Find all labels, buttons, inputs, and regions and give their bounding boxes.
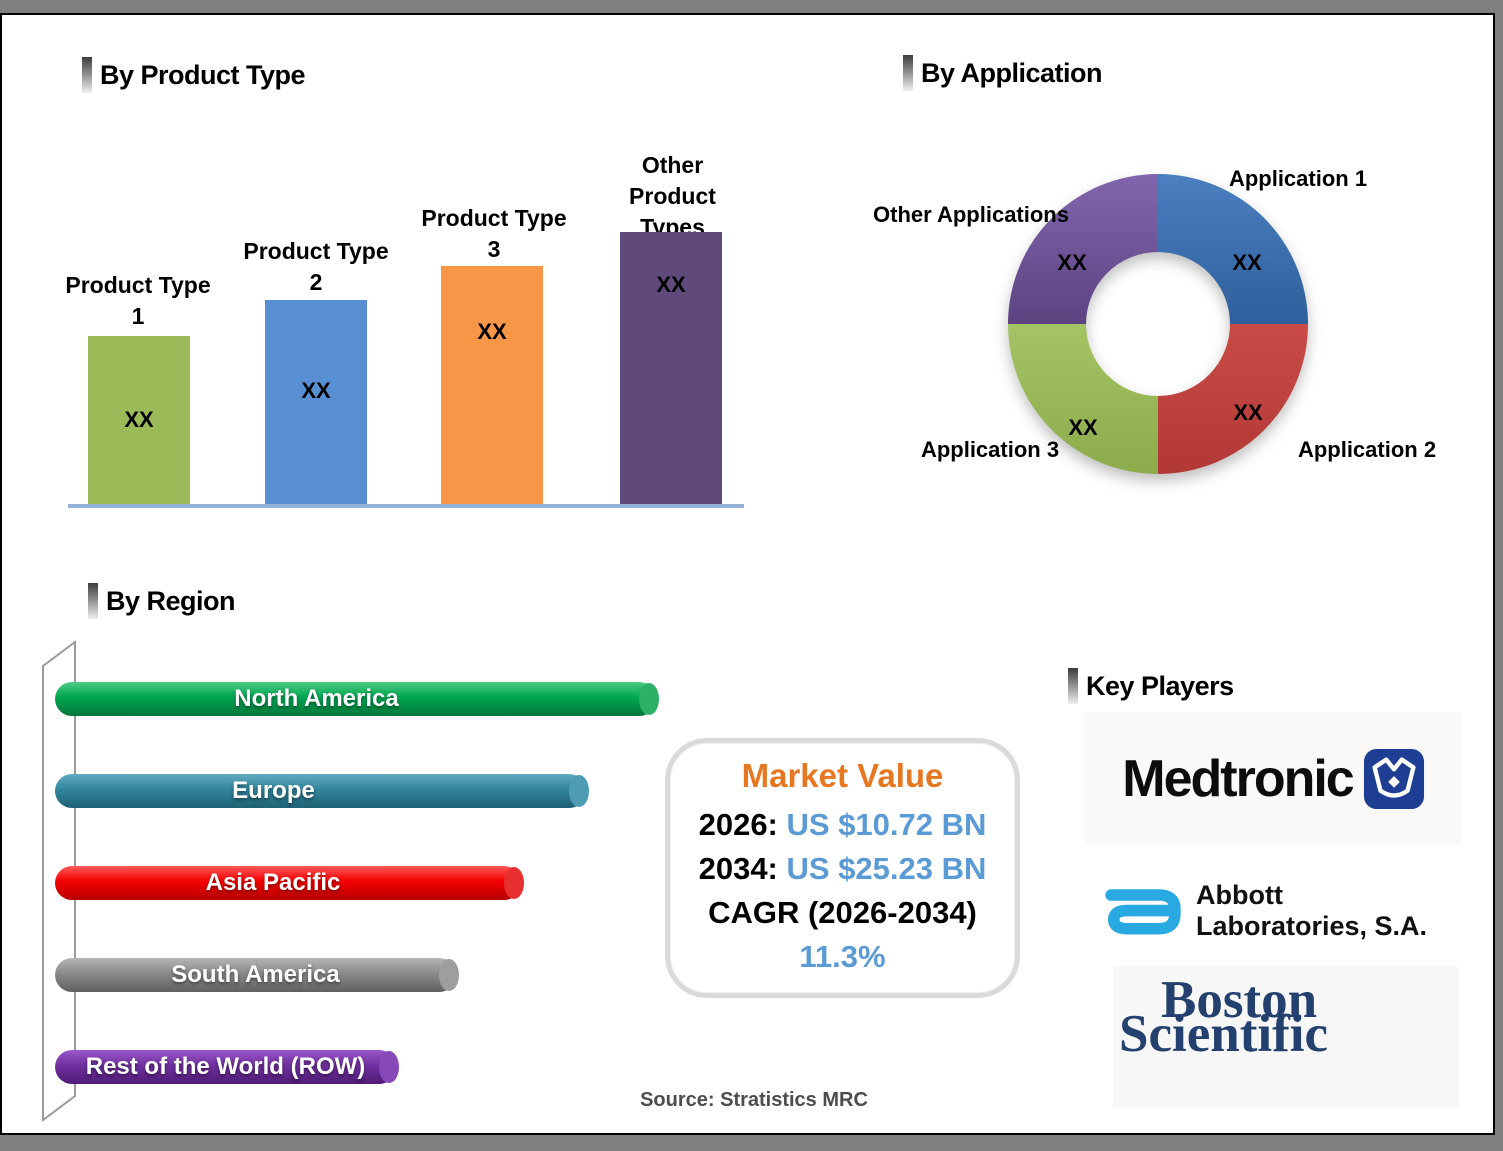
- donut-chart-graphic: [1008, 174, 1308, 474]
- market-value-year: 2034:: [698, 851, 778, 886]
- market-value-2026: 2026: US $10.72 BN: [699, 803, 987, 847]
- donut-slice-application-3: [1008, 324, 1158, 474]
- market-value-amount: US $10.72 BN: [786, 807, 987, 842]
- region-bar-asia-pacific: Asia Pacific: [55, 866, 524, 900]
- boston-scientific-logo: Boston Scientific: [1113, 966, 1459, 1108]
- product-type-accent-bar: [82, 57, 92, 93]
- region-bar-north-america: North America: [55, 682, 659, 716]
- donut-value-label: XX: [1057, 250, 1087, 275]
- boston-line-2: Scientific: [1119, 1005, 1328, 1063]
- medtronic-icon: [1363, 748, 1424, 809]
- bar-value-label: XX: [477, 319, 507, 344]
- bar-value-label: XX: [301, 378, 331, 403]
- region-bar-label: Rest of the World (ROW): [85, 1053, 366, 1080]
- abbott-wordmark: Abbott Laboratories, S.A.: [1196, 880, 1427, 942]
- application-heading: By Application: [921, 58, 1103, 88]
- bar-category-label: Other Product Types: [629, 152, 716, 240]
- cagr-value: 11.3%: [799, 939, 886, 974]
- abbott-line-1: Abbott: [1196, 880, 1283, 910]
- key-players-heading: Key Players: [1086, 671, 1234, 701]
- key-players-accent-bar: [1068, 668, 1078, 704]
- donut-label-other-applications: Other Applications: [873, 202, 1069, 227]
- region-bar-south-america: South America: [55, 958, 459, 992]
- region-bar-label: South America: [171, 961, 340, 988]
- bar-category-label: Product Type 1: [65, 272, 211, 329]
- product-type-heading: By Product Type: [100, 60, 306, 90]
- medtronic-wordmark: Medtronic: [1122, 749, 1354, 808]
- source-credit: Source: Stratistics MRC: [640, 1089, 868, 1111]
- region-heading: By Region: [106, 586, 236, 616]
- donut-slice-other-applications: [1008, 174, 1158, 324]
- boston-line-1: Boston: [1161, 971, 1318, 1029]
- bar-other-product-types: [620, 232, 722, 506]
- donut-label-application-1: Application 1: [1228, 166, 1368, 191]
- abbott-icon: [1105, 889, 1181, 935]
- region-bar-europe: Europe: [55, 774, 589, 808]
- bar-value-label: XX: [124, 407, 154, 432]
- bar-value-label: XX: [656, 272, 686, 297]
- region-bar-rest-of-world: Rest of the World (ROW): [55, 1050, 399, 1084]
- medtronic-logo: Medtronic: [1085, 712, 1462, 845]
- market-value-title: Market Value: [741, 757, 944, 794]
- market-value-amount: US $25.23 BN: [786, 851, 987, 886]
- bar-product-type-2: [265, 300, 367, 506]
- bar-category-label: Product Type 3: [421, 205, 567, 262]
- donut-label-application-3: Application 3: [920, 437, 1060, 462]
- market-value-2034: 2034: US $25.23 BN: [699, 847, 987, 891]
- bar-category-label: Product Type 2: [243, 238, 389, 295]
- market-value-year: 2026:: [698, 807, 778, 842]
- region-bar-label: North America: [234, 685, 399, 712]
- donut-value-label: XX: [1232, 250, 1262, 275]
- bar-product-type-3: [441, 266, 543, 506]
- infographic-slide: By Product Type Product Type 1 Product T…: [0, 13, 1495, 1135]
- donut-slice-application-1: [1158, 174, 1308, 324]
- cagr-label: CAGR (2026-2034): [708, 895, 977, 930]
- bar-product-type-1: [88, 336, 190, 506]
- donut-value-label: XX: [1233, 400, 1263, 425]
- market-value-box: Market Value 2026: US $10.72 BN 2034: US…: [665, 738, 1020, 998]
- region-accent-bar: [88, 583, 98, 619]
- region-bar-label: Europe: [232, 777, 315, 804]
- region-axis-frame: [42, 640, 76, 1122]
- donut-slice-application-2: [1158, 324, 1308, 474]
- abbott-logo: Abbott Laboratories, S.A.: [1100, 855, 1442, 967]
- region-bar-label: Asia Pacific: [205, 869, 341, 896]
- abbott-line-2: Laboratories, S.A.: [1196, 911, 1428, 941]
- donut-value-label: XX: [1068, 415, 1098, 440]
- application-accent-bar: [903, 55, 913, 91]
- donut-label-application-2: Application 2: [1297, 437, 1437, 462]
- x-axis-line: [68, 504, 744, 508]
